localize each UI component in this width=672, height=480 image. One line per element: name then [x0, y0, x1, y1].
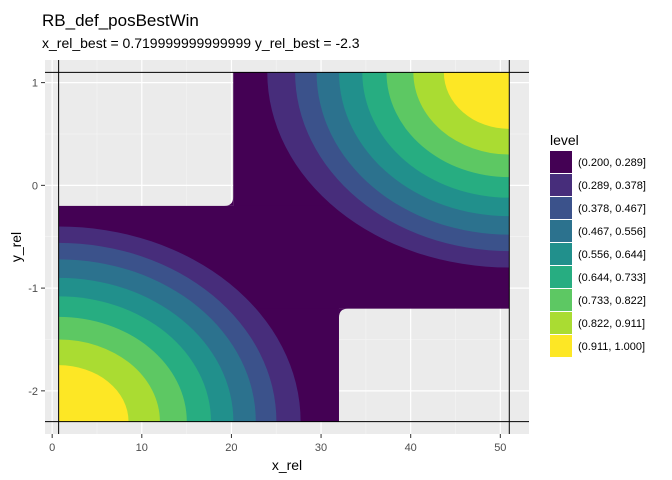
legend-label: (0.911, 1.000]: [578, 341, 645, 353]
x-axis-label: x_rel: [272, 457, 302, 473]
legend-key: [550, 335, 572, 357]
legend-label: (0.378, 0.467]: [578, 203, 646, 215]
y-axis-label: y_rel: [8, 232, 24, 262]
contour-corner: [338, 308, 348, 318]
legend: (0.200, 0.289] (0.289, 0.378] (0.378, 0.46…: [550, 151, 646, 357]
contour-band-top-right: [443, 72, 510, 129]
x-tick-label: 20: [225, 442, 237, 454]
contour-band-bottom-left: [58, 365, 129, 422]
legend-label: (0.289, 0.378]: [578, 180, 646, 192]
legend-key: [550, 151, 572, 173]
x-tick-label: 40: [405, 442, 417, 454]
legend-label: (0.200, 0.289]: [578, 157, 646, 169]
legend-key: [550, 266, 572, 288]
x-tick-label: 30: [315, 442, 327, 454]
y-tick-label: 1: [32, 78, 38, 90]
legend-key: [550, 197, 572, 219]
legend-key: [550, 220, 572, 242]
y-tick-label: 0: [32, 180, 38, 192]
chart-title: RB_def_posBestWin: [42, 11, 199, 30]
legend-key: [550, 243, 572, 265]
x-tick-label: 0: [49, 442, 55, 454]
reference-lines: [45, 60, 529, 434]
legend-label: (0.467, 0.556]: [578, 226, 646, 238]
legend-label: (0.556, 0.644]: [578, 249, 646, 261]
legend-title: level: [550, 132, 579, 148]
y-axis: 1 0 -1 -2: [28, 78, 45, 398]
legend-key: [550, 312, 572, 334]
contour-corner: [224, 196, 234, 206]
x-tick-label: 50: [494, 442, 506, 454]
y-tick-label: -1: [28, 283, 38, 295]
x-tick-label: 10: [136, 442, 148, 454]
chart-subtitle: x_rel_best = 0.719999999999999 y_rel_bes…: [42, 35, 360, 51]
legend-key: [550, 174, 572, 196]
legend-label: (0.644, 0.733]: [578, 272, 646, 284]
legend-label: (0.822, 0.911]: [578, 318, 645, 330]
y-tick-label: -2: [28, 386, 38, 398]
legend-key: [550, 289, 572, 311]
legend-label: (0.733, 0.822]: [578, 295, 646, 307]
x-axis: 0 10 20 30 40 50: [49, 434, 506, 454]
